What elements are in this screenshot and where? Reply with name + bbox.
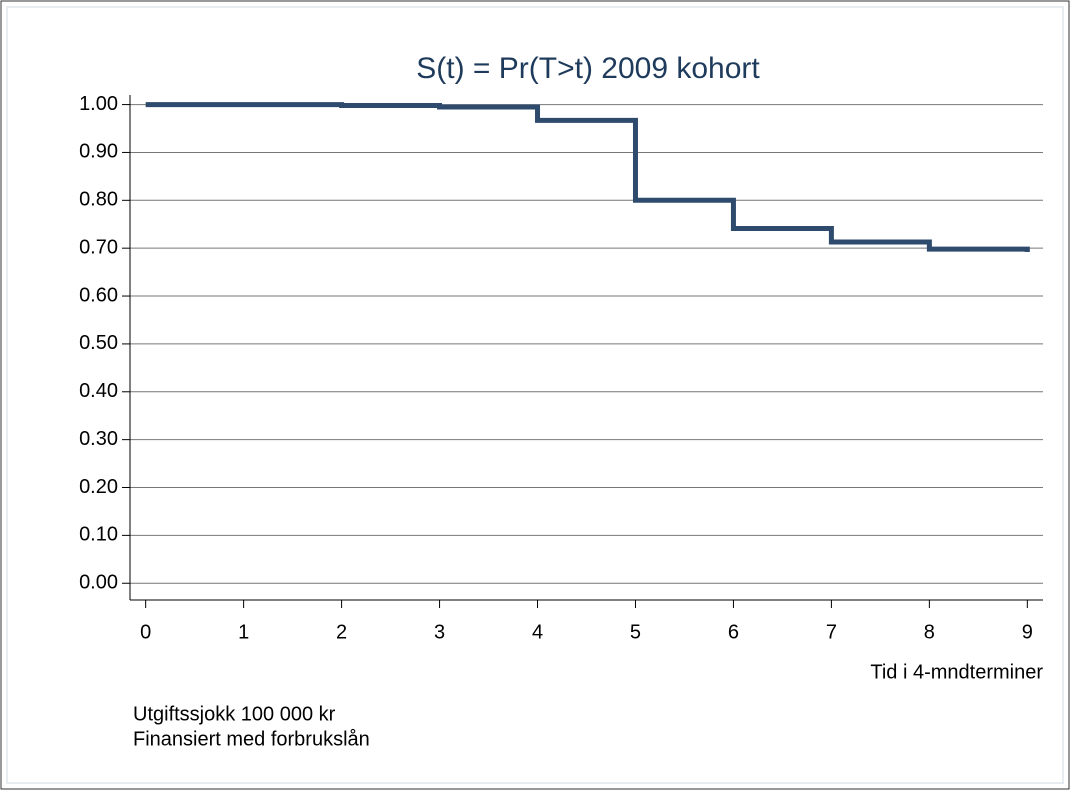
note: Finansiert med forbrukslån: [133, 728, 370, 750]
x-tick-label: 0: [140, 621, 151, 643]
x-tick-label: 8: [924, 621, 935, 643]
x-tick-label: 1: [238, 621, 249, 643]
survival-line: [145, 102, 1030, 253]
y-tick-label: 0.20: [79, 476, 118, 498]
y-tick-label: 0.50: [79, 332, 118, 354]
x-tick-label: 6: [728, 621, 739, 643]
y-tick-label: 0.40: [79, 380, 118, 402]
y-tick-label: 1.00: [79, 93, 118, 115]
y-tick-label: 0.70: [79, 236, 118, 258]
y-tick-label: 0.10: [79, 524, 118, 546]
y-tick-label: 0.60: [79, 284, 118, 306]
x-tick-label: 3: [434, 621, 445, 643]
y-tick-label: 0.80: [79, 189, 118, 211]
x-tick-label: 5: [630, 621, 641, 643]
x-tick-label: 4: [532, 621, 543, 643]
x-tick-label: 7: [826, 621, 837, 643]
note: Utgiftssjokk 100 000 kr: [133, 703, 336, 725]
y-tick-label: 0.00: [79, 572, 118, 594]
x-tick-label: 2: [336, 621, 347, 643]
y-tick-label: 0.30: [79, 428, 118, 450]
y-tick-label: 0.90: [79, 141, 118, 163]
x-tick-label: 9: [1022, 621, 1033, 643]
inner-frame: [6, 6, 1064, 784]
x-axis-title: Tid i 4-mndterminer: [870, 661, 1043, 683]
chart-title: S(t) = Pr(T>t) 2009 kohort: [416, 52, 760, 85]
